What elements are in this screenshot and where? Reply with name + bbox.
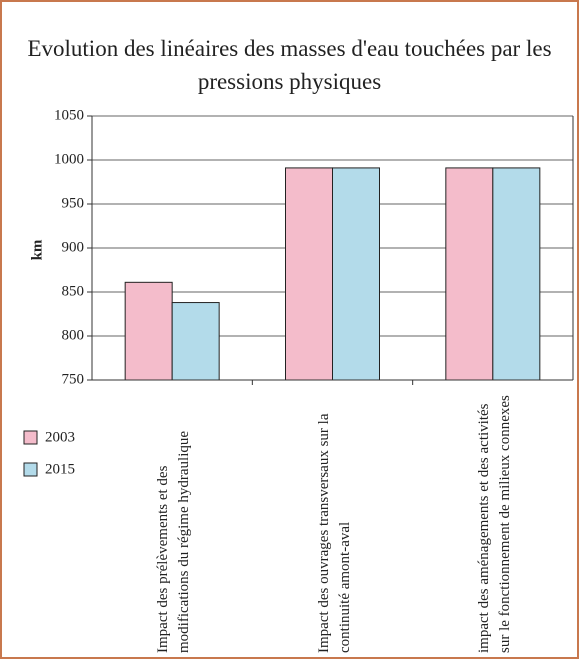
y-tick-label: 800: [62, 327, 85, 343]
bar: [445, 167, 494, 381]
x-tick-label: Impact des prélèvements et des modificat…: [155, 430, 193, 653]
y-tick-label: 950: [62, 195, 85, 211]
chart-title: Evolution des linéaires des masses d'eau…: [27, 36, 552, 94]
bar: [332, 167, 380, 381]
legend-swatch: [23, 462, 38, 477]
x-tick-label: impact des aménagements et des activités…: [475, 395, 513, 653]
bar: [285, 167, 333, 381]
bar: [124, 281, 173, 381]
x-tick-label: Impact des ouvrages transversaux sur la …: [315, 413, 353, 653]
y-tick-label: 1050: [54, 107, 84, 123]
y-tick-label: 750: [62, 371, 85, 387]
y-tick-label: 850: [62, 283, 85, 299]
bar: [492, 167, 541, 381]
legend-label: 2015: [45, 461, 75, 477]
y-tick-label: 900: [62, 239, 85, 255]
y-tick-label: 1000: [54, 151, 84, 167]
legend-label: 2003: [45, 429, 75, 445]
legend-swatch: [23, 430, 38, 445]
y-axis-label: km: [29, 239, 45, 260]
bar: [171, 302, 220, 381]
